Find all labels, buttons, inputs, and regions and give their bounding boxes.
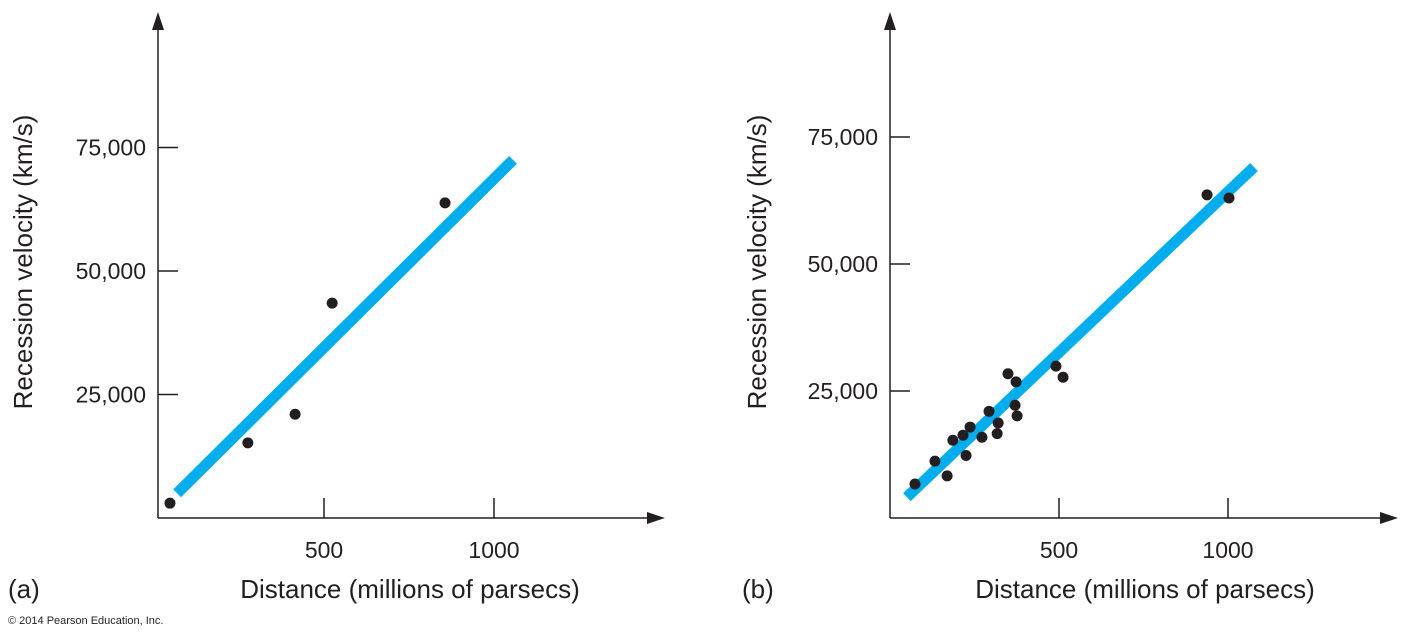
data-point: [1002, 368, 1014, 380]
x-tick-label: 500: [305, 537, 343, 563]
data-point: [1057, 371, 1069, 383]
data-point: [1201, 189, 1213, 201]
y-tick-label: 75,000: [808, 124, 878, 150]
data-point: [960, 450, 972, 462]
copyright-notice: © 2014 Pearson Education, Inc.: [8, 615, 163, 627]
fit-line: [903, 162, 1258, 502]
y-tick-label: 25,000: [76, 382, 146, 408]
data-point: [909, 478, 921, 490]
panel-label: (b): [742, 574, 774, 604]
data-point: [242, 437, 254, 449]
data-point: [941, 470, 953, 482]
y-tick-label: 25,000: [808, 378, 878, 404]
data-point: [1011, 410, 1023, 422]
panel-label: (a): [8, 574, 40, 604]
y-tick-label: 75,000: [76, 135, 146, 161]
y-axis-title: Recession velocity (km/s): [8, 115, 38, 410]
data-point: [326, 297, 338, 309]
data-point: [947, 434, 959, 446]
data-point: [983, 405, 995, 417]
y-axis-title: Recession velocity (km/s): [742, 115, 772, 410]
data-point: [1009, 399, 1021, 411]
data-point: [439, 197, 451, 209]
x-axis-title: Distance (millions of parsecs): [975, 574, 1315, 604]
x-tick-label: 1000: [468, 537, 519, 563]
data-point: [929, 455, 941, 467]
chart-panel-b: 500 1000 25,000 50,000 75,000 Distance (milli…: [742, 12, 1398, 604]
y-tick-label: 50,000: [76, 258, 146, 284]
data-point: [964, 421, 976, 433]
x-tick-label: 1000: [1202, 537, 1253, 563]
fit-line: [173, 155, 517, 498]
chart-panel-a: 500 1000 25,000 50,000 75,000 Distance (milli…: [8, 12, 665, 604]
x-axis-arrow-icon: [647, 512, 665, 524]
y-axis-arrow-icon: [884, 12, 896, 30]
x-axis-title: Distance (millions of parsecs): [240, 574, 580, 604]
data-point: [1223, 192, 1235, 204]
y-tick-label: 50,000: [808, 251, 878, 277]
data-point: [1010, 376, 1022, 388]
x-axis-arrow-icon: [1380, 512, 1398, 524]
x-tick-label: 500: [1040, 537, 1078, 563]
data-point: [976, 431, 988, 443]
data-point: [289, 408, 301, 420]
data-point: [957, 429, 969, 441]
data-point: [991, 428, 1003, 440]
data-point: [992, 417, 1004, 429]
data-point: [1050, 360, 1062, 372]
y-axis-arrow-icon: [152, 12, 164, 30]
data-point: [164, 497, 176, 509]
